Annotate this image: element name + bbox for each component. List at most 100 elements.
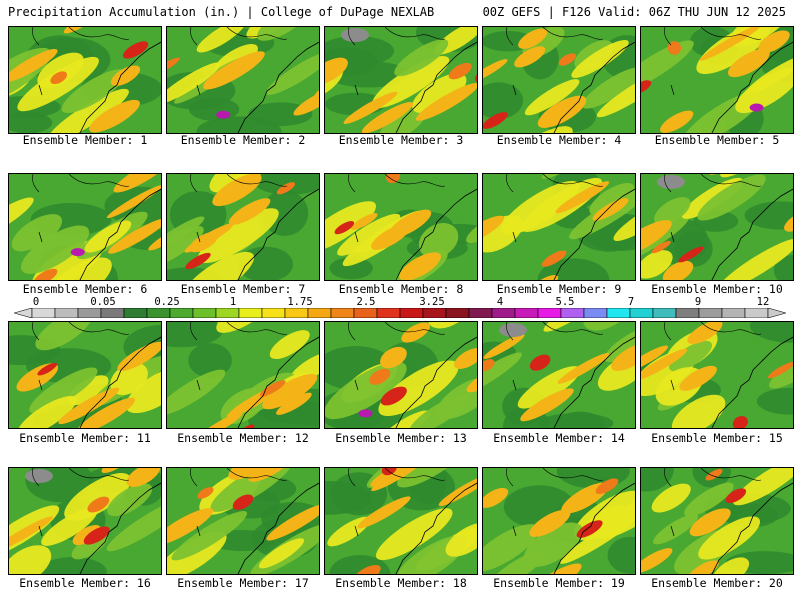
precip-map <box>641 27 793 133</box>
precip-map <box>167 468 319 574</box>
colorbar-tick-label: 1 <box>229 296 237 308</box>
precip-colorbar <box>14 308 786 318</box>
colorbar-swatch <box>698 308 723 318</box>
ensemble-map-panel <box>8 467 162 575</box>
precip-map <box>483 468 635 574</box>
precip-map <box>325 322 477 428</box>
ensemble-member-caption: Ensemble Member: 20 <box>651 576 783 590</box>
colorbar-tick-label: 7 <box>627 296 635 308</box>
ensemble-member-caption: Ensemble Member: 17 <box>177 576 309 590</box>
ensemble-map-panel <box>324 26 478 134</box>
ensemble-map-panel <box>324 173 478 281</box>
ensemble-member-caption: Ensemble Member: 13 <box>335 431 467 445</box>
colorbar-tick-label: 0.25 <box>154 296 180 308</box>
ensemble-map-panel <box>324 321 478 429</box>
colorbar-tick-label: 1.75 <box>287 296 313 308</box>
colorbar-swatch <box>514 308 539 318</box>
precip-map <box>325 27 477 133</box>
ensemble-map-panel <box>166 321 320 429</box>
ensemble-map-panel <box>8 173 162 281</box>
ensemble-map-panel <box>324 467 478 575</box>
colorbar-tick-label: 5.5 <box>555 296 575 308</box>
ensemble-member-caption: Ensemble Member: 2 <box>180 133 306 147</box>
ensemble-map-panel <box>482 321 636 429</box>
ensemble-member-caption: Ensemble Member: 12 <box>177 431 309 445</box>
colorbar-swatch <box>629 308 654 318</box>
colorbar-swatch <box>399 308 424 318</box>
ensemble-map-panel <box>8 321 162 429</box>
precip-map <box>167 27 319 133</box>
colorbar-swatch <box>422 308 447 318</box>
ensemble-member-caption: Ensemble Member: 10 <box>651 282 783 296</box>
colorbar-swatch <box>238 308 263 318</box>
colorbar-swatch <box>491 308 516 318</box>
colorbar-swatch <box>169 308 194 318</box>
precip-map <box>641 174 793 280</box>
precip-map <box>641 322 793 428</box>
colorbar-swatch <box>123 308 148 318</box>
ensemble-member-caption: Ensemble Member: 15 <box>651 431 783 445</box>
colorbar-tick-label: 0.05 <box>90 296 116 308</box>
precip-map <box>9 27 161 133</box>
colorbar-tick-label: 3.25 <box>419 296 445 308</box>
model-valid-time: 00Z GEFS | F126 Valid: 06Z THU JUN 12 20… <box>482 5 786 19</box>
colorbar-tick-label: 0 <box>32 296 40 308</box>
ensemble-map-panel <box>166 467 320 575</box>
ensemble-member-caption: Ensemble Member: 6 <box>22 282 148 296</box>
colorbar-swatch <box>215 308 240 318</box>
ensemble-member-caption: Ensemble Member: 9 <box>496 282 622 296</box>
product-title: Precipitation Accumulation (in.) | Colle… <box>8 5 435 19</box>
precip-map <box>325 468 477 574</box>
colorbar-swatch <box>100 308 125 318</box>
precip-map <box>167 174 319 280</box>
colorbar-swatch <box>353 308 378 318</box>
colorbar-swatch <box>284 308 309 318</box>
ensemble-member-caption: Ensemble Member: 18 <box>335 576 467 590</box>
precip-map <box>483 174 635 280</box>
precip-map <box>325 174 477 280</box>
ensemble-map-panel <box>482 467 636 575</box>
ensemble-member-caption: Ensemble Member: 19 <box>493 576 625 590</box>
colorbar-swatch <box>606 308 631 318</box>
ensemble-map-panel <box>166 173 320 281</box>
colorbar-tick-label: 4 <box>496 296 504 308</box>
precip-map <box>641 468 793 574</box>
colorbar-tick-label: 9 <box>694 296 702 308</box>
colorbar-swatch <box>307 308 332 318</box>
colorbar-swatch <box>146 308 171 318</box>
colorbar-tick-label: 2.5 <box>356 296 376 308</box>
ensemble-map-panel <box>8 26 162 134</box>
colorbar-swatch <box>744 308 769 318</box>
colorbar-swatch <box>468 308 493 318</box>
ensemble-member-caption: Ensemble Member: 16 <box>19 576 151 590</box>
precip-map <box>9 174 161 280</box>
colorbar-max-arrow <box>767 308 786 318</box>
ensemble-member-caption: Ensemble Member: 3 <box>338 133 464 147</box>
precip-map <box>9 468 161 574</box>
colorbar-swatch <box>330 308 355 318</box>
colorbar-swatch <box>675 308 700 318</box>
colorbar-swatch <box>77 308 102 318</box>
colorbar-swatch <box>652 308 677 318</box>
precip-map <box>483 322 635 428</box>
colorbar-swatch <box>560 308 585 318</box>
colorbar-tick-label: 12 <box>756 296 770 308</box>
colorbar-swatch <box>54 308 79 318</box>
colorbar-min-arrow <box>14 308 33 318</box>
ensemble-map-panel <box>482 173 636 281</box>
ensemble-member-caption: Ensemble Member: 1 <box>22 133 148 147</box>
colorbar-swatch <box>31 308 56 318</box>
ensemble-member-caption: Ensemble Member: 5 <box>654 133 780 147</box>
colorbar-swatch <box>192 308 217 318</box>
ensemble-map-panel <box>166 26 320 134</box>
colorbar-swatch <box>261 308 286 318</box>
colorbar-swatch <box>445 308 470 318</box>
precip-map <box>9 322 161 428</box>
ensemble-map-panel <box>640 173 794 281</box>
colorbar-swatch <box>537 308 562 318</box>
colorbar-swatch <box>583 308 608 318</box>
ensemble-map-panel <box>640 321 794 429</box>
ensemble-map-panel <box>640 467 794 575</box>
ensemble-member-caption: Ensemble Member: 11 <box>19 431 151 445</box>
ensemble-map-panel <box>640 26 794 134</box>
